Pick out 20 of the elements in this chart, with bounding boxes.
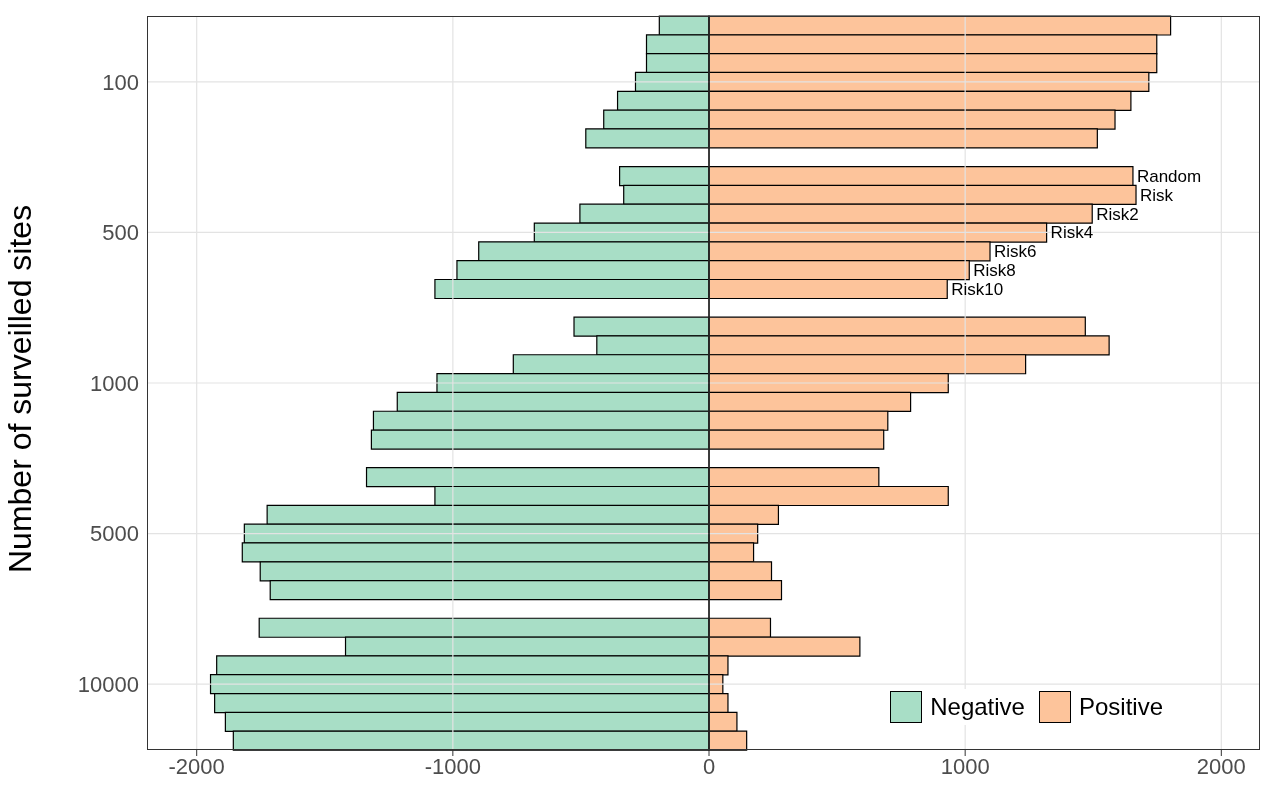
legend-label: Positive	[1078, 693, 1163, 721]
y-tick-label: 500	[102, 220, 139, 246]
x-tick-label: -2000	[168, 753, 225, 779]
annotation: Random	[1136, 167, 1202, 187]
x-tick-label: 2000	[1196, 753, 1246, 779]
annotation: Risk2	[1096, 204, 1139, 224]
annotation: Risk6	[994, 242, 1037, 262]
legend-label: Negative	[930, 693, 1025, 721]
y-tick-label: 1000	[90, 370, 139, 396]
y-axis-title: Number of surveilled sites	[2, 204, 39, 573]
x-tick-label: 1000	[940, 753, 990, 779]
y-tick-label: 100	[102, 69, 139, 95]
annotation: Risk	[1140, 185, 1174, 205]
y-tick-label: 10000	[77, 671, 139, 697]
annotation: Risk10	[951, 279, 1004, 299]
x-tick-label: -1000	[424, 753, 481, 779]
annotation: Risk4	[1050, 223, 1094, 243]
y-tick-label: 5000	[90, 521, 139, 547]
x-tick-label: 0	[702, 753, 716, 779]
annotation: Risk8	[973, 261, 1016, 281]
